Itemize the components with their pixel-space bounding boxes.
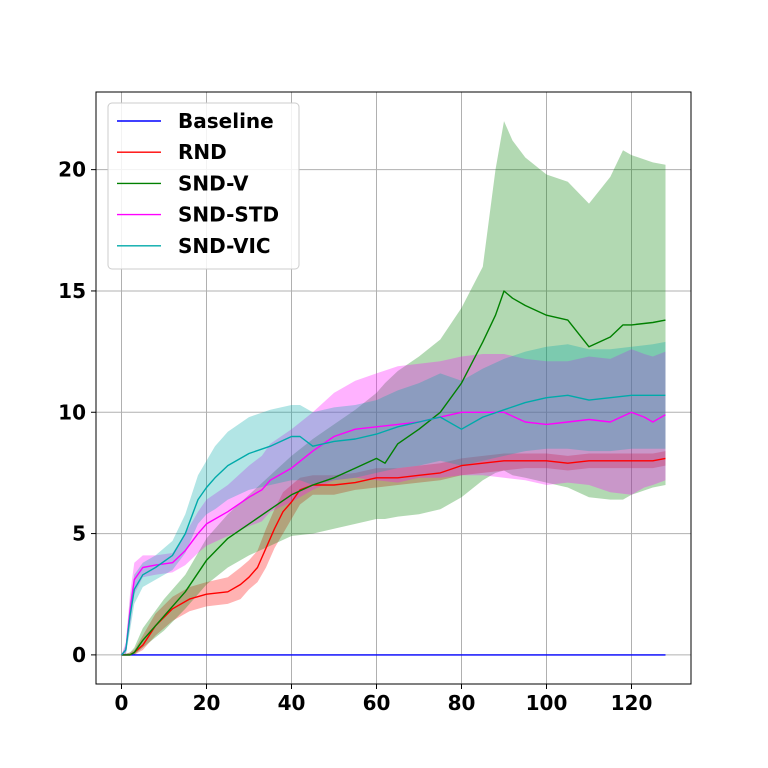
y-tick-label: 15 xyxy=(58,279,86,303)
series-lines xyxy=(120,290,666,656)
line-snd-std xyxy=(120,411,666,656)
legend-label-rnd: RND xyxy=(178,140,227,164)
y-tick-label: 10 xyxy=(58,400,86,424)
line-snd-v xyxy=(121,290,666,656)
y-tick-label: 0 xyxy=(72,643,86,667)
x-tick-label: 60 xyxy=(363,691,391,715)
legend-label-snd-vic: SND-VIC xyxy=(178,234,271,258)
legend: Baseline RND SND-V SND-STD SND-VIC xyxy=(107,102,300,270)
x-tick-label: 100 xyxy=(526,691,568,715)
legend-label-baseline: Baseline xyxy=(178,109,274,133)
band-snd-std xyxy=(121,349,666,655)
line-snd-vic xyxy=(120,394,666,656)
legend-label-snd-std: SND-STD xyxy=(178,203,279,227)
band-snd-vic xyxy=(121,341,666,655)
y-tick-label: 5 xyxy=(72,522,86,546)
y-axis-ticks: 0 5 10 15 20 xyxy=(58,158,96,667)
x-tick-label: 0 xyxy=(115,691,129,715)
x-tick-label: 120 xyxy=(611,691,653,715)
band-snd-v xyxy=(121,121,666,655)
confidence-bands xyxy=(121,121,666,655)
x-axis-ticks: 0 20 40 60 80 100 120 xyxy=(115,684,653,715)
x-tick-label: 80 xyxy=(448,691,476,715)
x-tick-label: 20 xyxy=(193,691,221,715)
y-tick-label: 20 xyxy=(58,158,86,182)
legend-label-snd-v: SND-V xyxy=(178,171,249,195)
legend-box xyxy=(107,102,300,270)
x-tick-label: 40 xyxy=(278,691,306,715)
plot-frame xyxy=(95,91,692,685)
